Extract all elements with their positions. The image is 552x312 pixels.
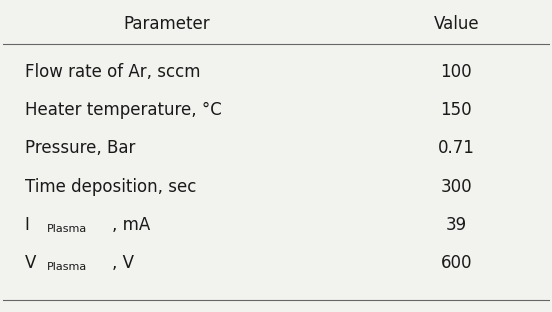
- Text: I: I: [25, 216, 29, 234]
- Text: Time deposition, sec: Time deposition, sec: [25, 178, 196, 196]
- Text: 300: 300: [440, 178, 472, 196]
- Text: 39: 39: [446, 216, 467, 234]
- Text: Plasma: Plasma: [46, 262, 87, 272]
- Text: Plasma: Plasma: [46, 224, 87, 234]
- Text: 100: 100: [440, 63, 472, 81]
- Text: Flow rate of Ar, sccm: Flow rate of Ar, sccm: [25, 63, 200, 81]
- Text: Parameter: Parameter: [124, 15, 210, 33]
- Text: , V: , V: [112, 254, 134, 272]
- Text: Value: Value: [433, 15, 479, 33]
- Text: 0.71: 0.71: [438, 139, 475, 157]
- Text: , mA: , mA: [112, 216, 150, 234]
- Text: 600: 600: [440, 254, 472, 272]
- Text: Heater temperature, °C: Heater temperature, °C: [25, 101, 221, 119]
- Text: 150: 150: [440, 101, 472, 119]
- Text: V: V: [25, 254, 36, 272]
- Text: Pressure, Bar: Pressure, Bar: [25, 139, 135, 157]
